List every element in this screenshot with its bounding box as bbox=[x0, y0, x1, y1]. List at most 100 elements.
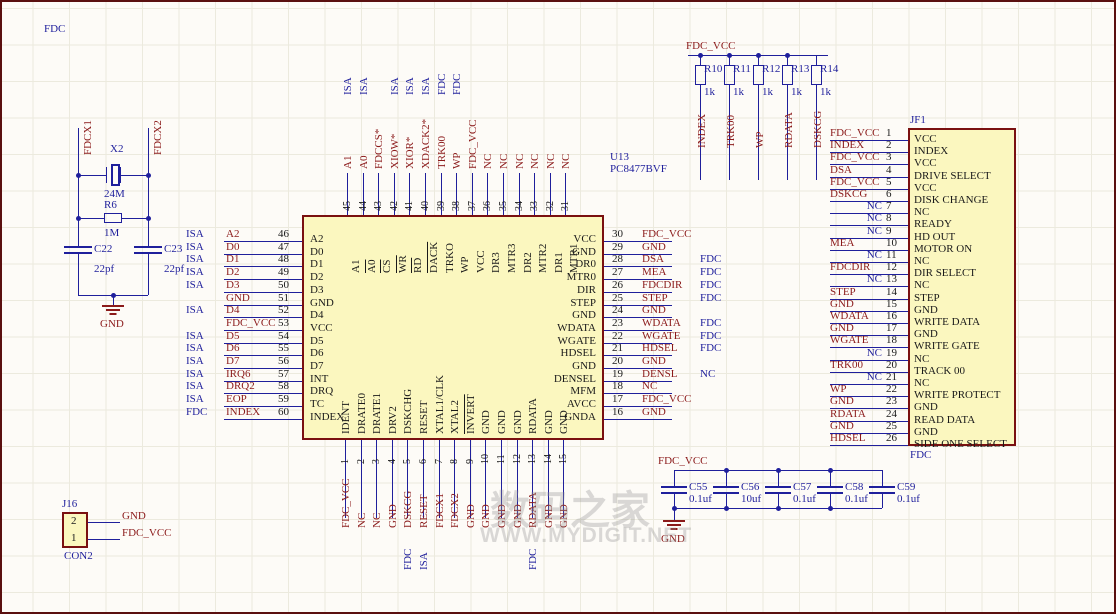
pullup-junction-1 bbox=[727, 53, 732, 58]
u13-left-pin-name: D4 bbox=[310, 309, 324, 321]
decoupling-junction-bottom-3 bbox=[828, 506, 833, 511]
u13-bottom-pin-number: 11 bbox=[496, 454, 507, 464]
jf1-pin-wire-25 bbox=[830, 433, 908, 434]
u13-top-pin-net: XDACK2* bbox=[420, 118, 432, 169]
wire-cap-right-down bbox=[148, 253, 149, 295]
jf1-pin-name: DISK CHANGE bbox=[914, 194, 989, 206]
u13-right-pin-net: WDATA bbox=[642, 317, 681, 329]
u13-top-pin-net: XIOR* bbox=[404, 136, 416, 169]
wire-left-xtal-to-res bbox=[78, 175, 79, 218]
u13-top-pin-net: NC bbox=[545, 153, 557, 169]
j16-pin-number: 2 bbox=[71, 515, 77, 527]
u13-top-pin-wire-35 bbox=[503, 173, 504, 215]
u13-left-pin-number: 56 bbox=[278, 355, 289, 367]
u13-top-pin-wire-45 bbox=[347, 173, 348, 215]
pullup-res-top-wire-2 bbox=[758, 55, 759, 65]
jf1-bus: FDC bbox=[910, 449, 932, 461]
u13-top-pin-net: WP bbox=[451, 152, 463, 170]
u13-right-pin-bus: FDC bbox=[700, 292, 722, 304]
u13-top-pin-number: 41 bbox=[404, 201, 415, 211]
u13-top-pin-net: A0 bbox=[358, 155, 370, 169]
u13-top-pin-bus: FDC bbox=[436, 73, 448, 95]
u13-bottom-pin-net: FDCX1 bbox=[434, 493, 446, 528]
jf1-pin-net: NC bbox=[866, 212, 882, 224]
crystal-net-label-x1: FDCX1 bbox=[82, 120, 94, 155]
u13-left-pin-net: D5 bbox=[226, 330, 240, 342]
jf1-pin-wire-13 bbox=[830, 286, 908, 287]
u13-right-pin-net: FDC_VCC bbox=[642, 393, 692, 405]
decoupling-cap-lead-top-3 bbox=[830, 470, 831, 486]
u13-left-pin-number: 47 bbox=[278, 241, 289, 253]
u13-left-pin-net: D4 bbox=[226, 304, 240, 316]
pullup-res-bottom-wire-3 bbox=[787, 85, 788, 180]
u13-top-pin-wire-39 bbox=[441, 173, 442, 215]
u13-top-pin-number: 37 bbox=[467, 201, 478, 211]
u13-top-pin-number: 45 bbox=[342, 201, 353, 211]
u13-right-pin-wire-22 bbox=[604, 343, 672, 344]
u13-left-pin-bus: ISA bbox=[186, 330, 204, 342]
jf1-ref: JF1 bbox=[910, 114, 926, 126]
j16-pin-number: 1 bbox=[71, 532, 77, 544]
u13-top-pin-name: A1 bbox=[350, 259, 362, 273]
u13-top-pin-name: DR3 bbox=[490, 252, 502, 273]
u13-left-pin-wire-51 bbox=[224, 305, 302, 306]
u13-left-pin-name: DRQ bbox=[310, 385, 334, 397]
wire-to-gnd bbox=[113, 295, 114, 305]
jf1-pin-net: NC bbox=[866, 371, 882, 383]
u13-bottom-pin-wire-10 bbox=[485, 440, 486, 518]
u13-bottom-pin-name: DSKCHG bbox=[402, 388, 414, 434]
jf1-pin-wire-6 bbox=[830, 201, 908, 202]
u13-left-pin-number: 48 bbox=[278, 253, 289, 265]
u13-left-pin-name: D6 bbox=[310, 347, 324, 359]
j16-ref: J16 bbox=[62, 498, 78, 510]
u13-left-pin-bus: ISA bbox=[186, 393, 204, 405]
u13-right-pin-number: 25 bbox=[612, 292, 623, 304]
u13-bottom-pin-net: RESET bbox=[418, 494, 430, 528]
u13-right-pin-number: 30 bbox=[612, 228, 623, 240]
pullup-rail-label: FDC_VCC bbox=[686, 40, 736, 52]
jf1-pin-net: HDSEL bbox=[830, 432, 866, 444]
pullup-net-label: WP bbox=[754, 131, 766, 149]
u13-top-pin-bus: ISA bbox=[404, 77, 416, 95]
u13-bottom-pin-net: RDATA bbox=[527, 492, 539, 528]
crystal-net-label-x2: FDCX2 bbox=[152, 120, 164, 155]
resistor-value: 1k bbox=[733, 86, 744, 98]
u13-left-pin-net: D7 bbox=[226, 355, 240, 367]
crystal-body bbox=[111, 164, 120, 186]
resistor-ref: R13 bbox=[791, 63, 810, 75]
u13-left-pin-name: A2 bbox=[310, 233, 324, 245]
u13-left-pin-name: VCC bbox=[310, 322, 333, 334]
u13-right-pin-number: 29 bbox=[612, 241, 623, 253]
u13-top-pin-wire-37 bbox=[472, 173, 473, 215]
u13-left-pin-wire-60 bbox=[224, 419, 302, 420]
decoupling-cap-plate-top-1 bbox=[713, 486, 739, 488]
jf1-pin-wire-3 bbox=[830, 164, 908, 165]
cap-right-plate-top bbox=[134, 246, 162, 248]
pullup-res-bottom-wire-0 bbox=[700, 85, 701, 180]
u13-bottom-pin-wire-4 bbox=[392, 440, 393, 518]
decoupling-cap-plate-top-2 bbox=[765, 486, 791, 488]
jf1-pin-net: GND bbox=[830, 298, 854, 310]
u13-top-pin-number: 38 bbox=[451, 201, 462, 211]
u13-bottom-pin-net: GND bbox=[512, 504, 524, 528]
u13-right-pin-net: MEA bbox=[642, 266, 667, 278]
u13-right-pin-bus: FDC bbox=[700, 342, 722, 354]
u13-right-pin-number: 22 bbox=[612, 330, 623, 342]
pullup-res-top-wire-3 bbox=[787, 55, 788, 65]
u13-bottom-pin-net: GND bbox=[496, 504, 508, 528]
u13-bottom-pin-number: 13 bbox=[527, 454, 538, 464]
u13-top-pin-number: 42 bbox=[389, 201, 400, 211]
resistor-r13-body bbox=[782, 65, 793, 85]
jf1-pin-name: NC bbox=[914, 353, 930, 365]
resistor-r11-body bbox=[724, 65, 735, 85]
u13-right-pin-name: HDSEL bbox=[560, 347, 596, 359]
jf1-pin-wire-23 bbox=[830, 408, 908, 409]
wire-xtal-right bbox=[120, 175, 148, 176]
u13-right-pin-name: MFM bbox=[570, 385, 596, 397]
jf1-pin-name: WRITE DATA bbox=[914, 316, 981, 328]
u13-top-pin-number: 36 bbox=[482, 201, 493, 211]
pullup-res-top-wire-0 bbox=[700, 55, 701, 65]
u13-top-pin-name: DR2 bbox=[522, 252, 534, 273]
u13-right-pin-net: GND bbox=[642, 406, 666, 418]
u13-bottom-pin-name: RDATA bbox=[527, 398, 539, 434]
